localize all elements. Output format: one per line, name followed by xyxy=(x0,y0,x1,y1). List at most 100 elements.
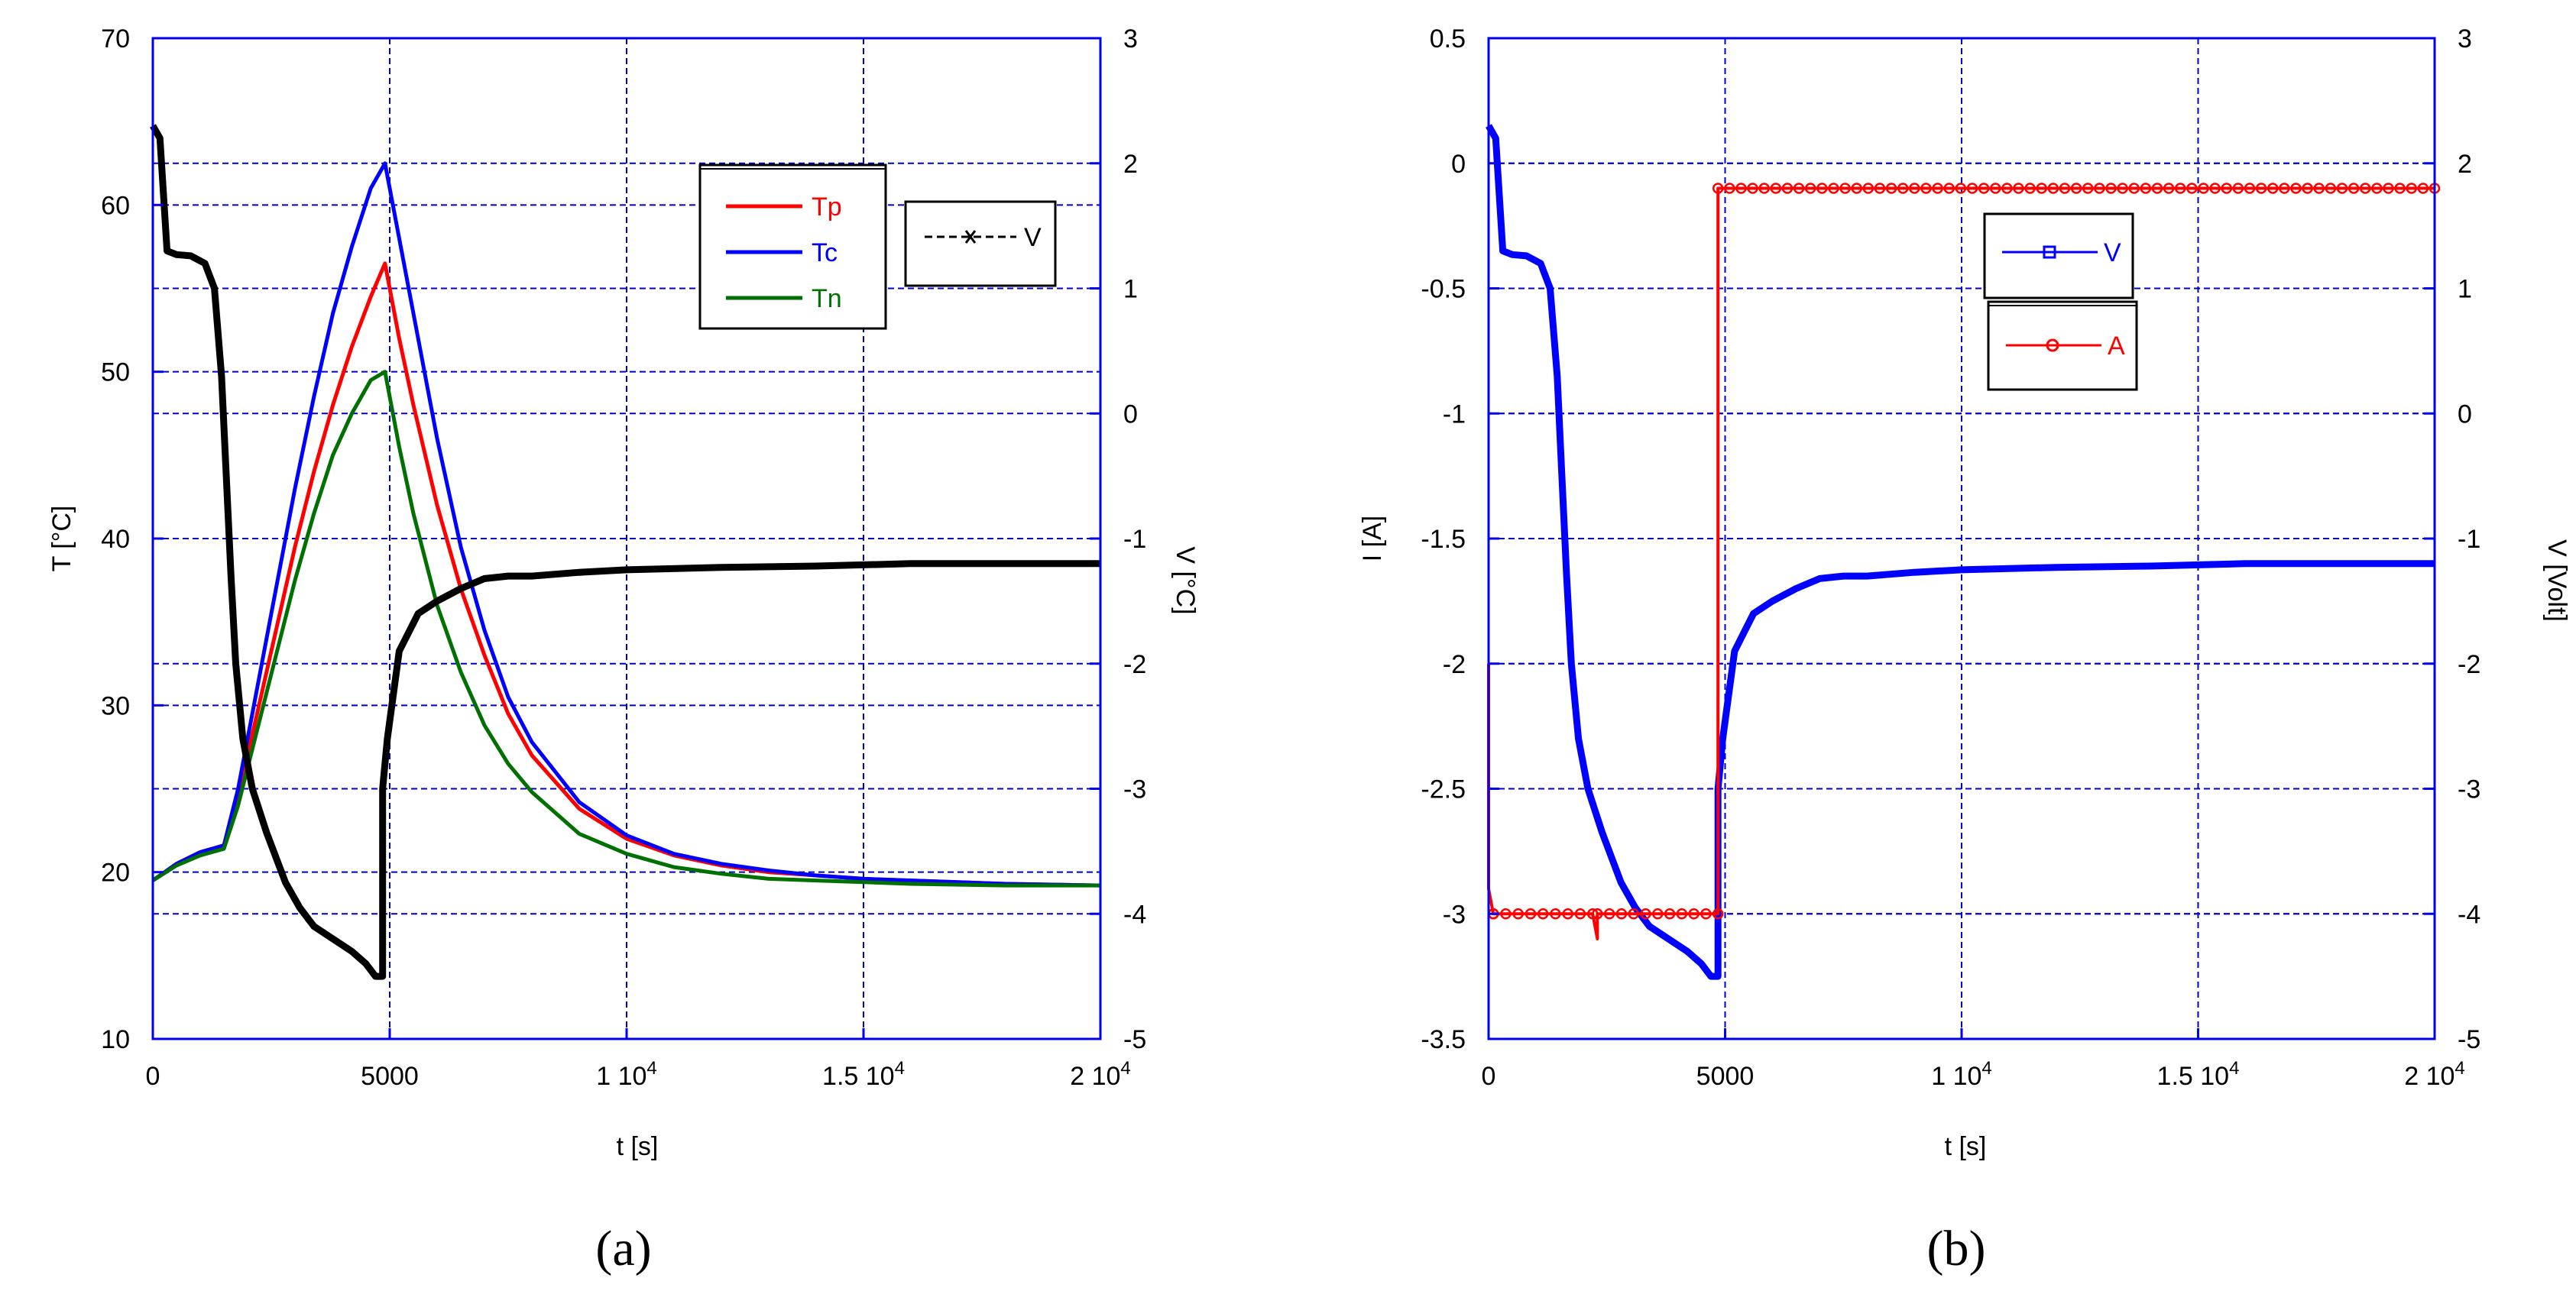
series-point-a xyxy=(1966,183,1978,194)
legend-ba-label: A xyxy=(2108,332,2125,361)
series-point-a xyxy=(2151,183,2163,194)
panel-a-caption: (a) xyxy=(595,1221,651,1276)
y-tick-label: 30 xyxy=(101,691,130,720)
legend-bv-label: V xyxy=(2104,238,2121,267)
series-point-a xyxy=(1712,908,1724,920)
series-point-a xyxy=(2198,183,2209,194)
legend-tn-label: Tn xyxy=(812,284,842,313)
legend-v-label: V xyxy=(1024,223,1042,252)
y2-tick-label: -5 xyxy=(1123,1025,1146,1054)
series-point-a xyxy=(2047,183,2059,194)
series-point-a xyxy=(2371,183,2383,194)
panel-a-y-label: T [°C] xyxy=(47,506,76,572)
series-point-a xyxy=(1897,183,1909,194)
y2-tick-label: 3 xyxy=(1123,24,1138,53)
y2-tick-label: 0 xyxy=(1123,400,1138,429)
series-point-a xyxy=(1874,183,1886,194)
y-tick-label: 10 xyxy=(101,1025,130,1054)
series-point-a xyxy=(2186,183,2198,194)
x-tick-label: 5000 xyxy=(1696,1062,1755,1091)
series-point-a xyxy=(1851,183,1862,194)
series-point-a xyxy=(1793,183,1805,194)
series-point-a xyxy=(2417,183,2429,194)
y2-tick-label: -3 xyxy=(1123,775,1146,804)
x-tick-label: 1.5 104 xyxy=(2157,1058,2240,1091)
y-tick-label: 0 xyxy=(1451,150,1466,179)
series-point-a xyxy=(1758,183,1770,194)
x-tick-label: 1.5 104 xyxy=(822,1058,905,1091)
series-point-a xyxy=(1770,183,1782,194)
series-point-a xyxy=(1989,183,2001,194)
series-point-a xyxy=(1640,908,1651,920)
panel-a-series xyxy=(150,124,1101,980)
series-point-a xyxy=(1712,183,1724,194)
y-tick-label: -1 xyxy=(1443,400,1466,429)
series-point-a xyxy=(1735,183,1747,194)
series-point-a xyxy=(1592,908,1603,920)
series-point-a xyxy=(2036,183,2047,194)
panel-b-x-label: t [s] xyxy=(1945,1132,1987,1161)
panel-a-y-ticks: 10 20 30 40 50 60 70 xyxy=(101,24,164,1054)
x-tick-label: 0 xyxy=(146,1062,160,1091)
series-point-a xyxy=(2059,183,2071,194)
series-point-a xyxy=(1781,183,1793,194)
x-tick-label: 2 104 xyxy=(1070,1058,1131,1091)
series-point-a xyxy=(2163,183,2175,194)
legend-bv-marker xyxy=(2043,245,2056,259)
y-tick-label: 50 xyxy=(101,358,130,387)
series-point-a xyxy=(1512,908,1524,920)
y2-tick-label: -4 xyxy=(1123,900,1146,929)
series-line-a-tc xyxy=(151,161,1101,888)
series-point-a xyxy=(2313,183,2325,194)
series-point-a xyxy=(2105,183,2117,194)
y-tick-label: -3.5 xyxy=(1421,1025,1466,1054)
series-point-a xyxy=(2383,183,2394,194)
panel-b-legend-a: A xyxy=(1987,300,2138,391)
panel-a-legend-voltage: V xyxy=(904,200,1057,287)
series-point-a xyxy=(2336,183,2348,194)
series-point-a xyxy=(1676,908,1688,920)
series-point-a xyxy=(1955,183,1967,194)
series-point-a xyxy=(1500,908,1512,920)
y2-tick-label: 1 xyxy=(1123,275,1138,304)
y-tick-label: 20 xyxy=(101,859,130,888)
series-point-a xyxy=(1525,908,1537,920)
series-point-a xyxy=(2394,183,2406,194)
series-point-a xyxy=(1628,908,1639,920)
series-point-a xyxy=(1909,183,1920,194)
series-point-a xyxy=(1537,908,1549,920)
series-line-a-tn xyxy=(151,370,1100,888)
series-line-b-v xyxy=(1486,124,2435,980)
y-tick-label: 70 xyxy=(101,24,130,53)
panel-b-x-ticks: 0 5000 1 104 1.5 104 2 104 xyxy=(1482,1028,2465,1091)
series-point-a xyxy=(1932,183,1943,194)
panel-a-grid xyxy=(153,38,1100,1039)
series-point-a xyxy=(1700,908,1712,920)
series-point-a xyxy=(1724,183,1735,194)
panel-b-grid xyxy=(1489,38,2435,1039)
series-point-a xyxy=(2290,183,2302,194)
y2-tick-label: -1 xyxy=(1123,525,1146,554)
y2-tick-label: 0 xyxy=(2458,400,2472,429)
series-point-a xyxy=(2209,183,2221,194)
y-tick-label: 60 xyxy=(101,191,130,220)
y2-tick-label: -3 xyxy=(2458,775,2480,804)
panel-a-x-label: t [s] xyxy=(617,1132,659,1161)
series-point-a xyxy=(2174,183,2186,194)
series-point-a xyxy=(1943,183,1955,194)
x-tick-label: 5000 xyxy=(361,1062,419,1091)
y-tick-label: -1.5 xyxy=(1421,525,1466,554)
x-tick-label: 2 104 xyxy=(2404,1058,2465,1091)
series-point-a xyxy=(2325,183,2337,194)
panel-b-legend-v: V xyxy=(1983,212,2134,299)
panel-a-y2-label: V [°C] xyxy=(1171,546,1200,614)
legend-tc-label: Tc xyxy=(812,238,838,267)
series-line-b-a xyxy=(1487,186,2435,940)
series-point-a xyxy=(2117,183,2128,194)
series-point-a xyxy=(1586,908,1599,920)
panel-a-x-ticks: 0 5000 1 104 1.5 104 2 104 xyxy=(146,1028,1131,1091)
series-point-a xyxy=(2302,183,2313,194)
panel-a-legend-temps: Tp Tc Tn xyxy=(698,163,887,330)
y-tick-label: 0.5 xyxy=(1430,24,1466,53)
